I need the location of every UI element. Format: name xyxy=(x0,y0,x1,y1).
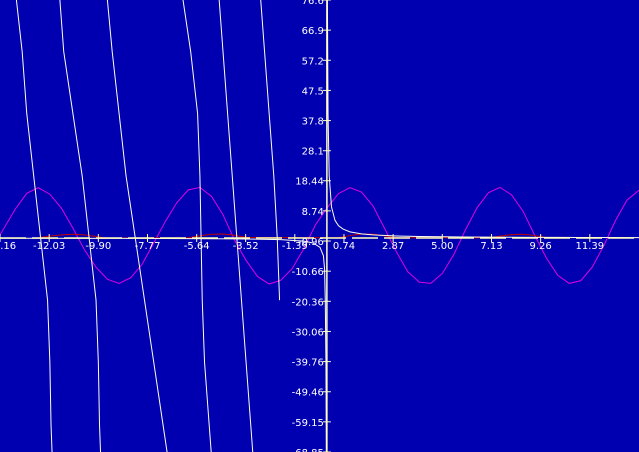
x-tick-label: 7.13 xyxy=(480,241,502,252)
y-tick-label: 47.5 xyxy=(302,86,324,97)
y-tick-label: -0.96 xyxy=(298,237,324,248)
y-tick-label: 8.74 xyxy=(302,207,324,218)
y-tick-label: -68.85 xyxy=(292,448,324,452)
x-tick-label: 5.00 xyxy=(431,241,453,252)
y-tick-label: -10.66 xyxy=(292,267,324,278)
y-tick-label: 66.9 xyxy=(302,26,324,37)
y-tick-label: 76.6 xyxy=(302,0,324,7)
x-tick-label: -9.90 xyxy=(85,241,111,252)
y-tick-label: -30.06 xyxy=(292,327,324,338)
x-tick-label: 11.39 xyxy=(576,241,605,252)
x-tick-label: -1.39 xyxy=(282,241,308,252)
y-tick-label: -59.15 xyxy=(292,418,324,429)
x-tick-label: -12.03 xyxy=(33,241,65,252)
x-tick-label: -14.16 xyxy=(0,241,16,252)
y-tick-label: -39.76 xyxy=(292,358,324,369)
series-line-3 xyxy=(0,237,327,452)
x-tick-label: -3.52 xyxy=(233,241,259,252)
y-tick-label: 28.1 xyxy=(302,147,324,158)
y-tick-label: 18.44 xyxy=(295,177,324,188)
x-tick-label: -7.77 xyxy=(135,241,161,252)
series-line-0 xyxy=(0,186,639,285)
y-tick-label: 57.2 xyxy=(302,56,324,67)
y-tick-label: -20.36 xyxy=(292,297,324,308)
x-tick-label: 9.26 xyxy=(530,241,552,252)
y-tick-label: 37.8 xyxy=(302,117,324,128)
x-tick-label: 0.74 xyxy=(333,241,355,252)
x-tick-label: 2.87 xyxy=(382,241,404,252)
y-tick-label: -49.46 xyxy=(292,388,324,399)
x-tick-label: -5.64 xyxy=(184,241,210,252)
